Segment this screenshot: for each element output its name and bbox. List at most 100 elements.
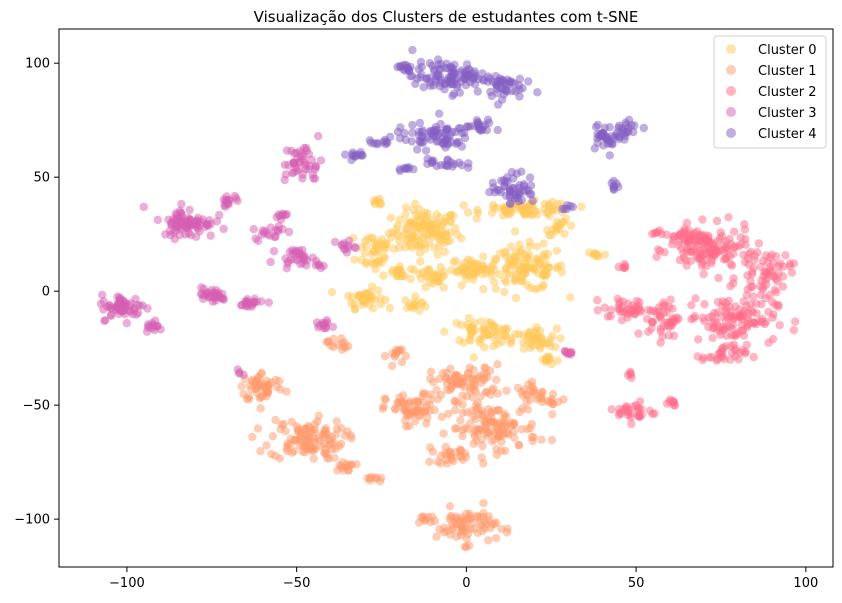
data-point	[566, 201, 575, 211]
chart-title: Visualização dos Clusters de estudantes …	[254, 8, 639, 26]
data-point	[421, 74, 431, 84]
data-point	[462, 122, 472, 131]
data-point	[461, 80, 471, 90]
data-point	[499, 76, 508, 85]
data-point	[488, 520, 497, 529]
data-point	[781, 251, 790, 260]
data-point	[380, 352, 390, 361]
data-point	[405, 397, 415, 406]
data-point	[378, 404, 387, 413]
data-point	[636, 305, 645, 314]
data-point	[543, 249, 553, 259]
data-point	[479, 285, 488, 294]
data-point	[268, 432, 278, 441]
data-point	[261, 387, 270, 396]
data-point	[475, 124, 484, 134]
data-point	[457, 161, 467, 170]
data-point	[446, 385, 455, 394]
data-point	[511, 329, 520, 339]
data-point	[539, 239, 548, 248]
data-point	[295, 165, 304, 174]
data-point	[699, 269, 708, 279]
data-point	[771, 300, 780, 310]
data-point	[197, 283, 206, 292]
data-point	[527, 432, 537, 442]
data-point	[253, 424, 263, 433]
data-point	[319, 323, 328, 333]
data-point	[350, 255, 359, 264]
series-0-points	[327, 194, 610, 369]
data-point	[358, 151, 367, 160]
data-point	[577, 202, 586, 211]
data-point	[477, 521, 486, 530]
data-point	[727, 307, 736, 316]
data-point	[412, 396, 421, 406]
data-point	[329, 342, 338, 352]
data-point	[524, 77, 533, 86]
data-point	[257, 368, 266, 377]
data-point	[791, 317, 800, 326]
data-point	[416, 257, 425, 266]
data-point	[367, 282, 377, 291]
data-point	[331, 430, 341, 439]
data-point	[98, 290, 107, 300]
data-point	[490, 417, 499, 427]
data-point	[267, 449, 276, 459]
data-point	[545, 211, 554, 221]
data-point	[433, 55, 443, 64]
data-point	[219, 195, 229, 204]
data-point	[697, 250, 706, 260]
data-point	[446, 217, 455, 226]
data-point	[470, 431, 480, 441]
data-point	[478, 69, 487, 78]
data-point	[476, 265, 486, 274]
data-point	[656, 324, 665, 333]
data-point	[465, 374, 474, 383]
data-point	[413, 405, 423, 415]
data-point	[687, 315, 696, 324]
data-point	[456, 530, 466, 540]
data-point	[623, 305, 632, 314]
data-point	[411, 297, 420, 306]
data-point	[406, 264, 416, 274]
data-point	[469, 353, 478, 362]
data-point	[340, 431, 350, 440]
data-point	[283, 257, 293, 266]
data-point	[237, 301, 246, 310]
data-point	[756, 262, 766, 271]
data-point	[408, 205, 418, 215]
data-point	[759, 272, 768, 281]
data-point	[179, 220, 189, 230]
data-point	[483, 329, 493, 339]
data-point	[537, 260, 546, 270]
legend-marker	[726, 107, 736, 117]
data-point	[248, 377, 257, 386]
data-point	[411, 223, 420, 232]
data-point	[520, 187, 529, 196]
data-point	[593, 120, 602, 130]
data-point	[560, 229, 569, 239]
data-point	[494, 428, 504, 438]
data-point	[535, 393, 544, 403]
data-point	[464, 529, 473, 539]
data-point	[556, 261, 566, 270]
data-point	[435, 109, 444, 118]
data-point	[436, 451, 445, 461]
data-point	[269, 247, 279, 256]
data-point	[337, 240, 346, 250]
data-point	[552, 324, 562, 333]
data-point	[470, 69, 479, 78]
data-point	[698, 313, 707, 322]
data-point	[156, 325, 165, 334]
data-point	[697, 261, 707, 271]
data-point	[347, 155, 356, 165]
data-point	[420, 389, 429, 398]
data-point	[465, 363, 474, 372]
data-point	[298, 174, 307, 183]
data-point	[477, 378, 486, 387]
data-point	[698, 232, 708, 241]
data-point	[304, 149, 314, 159]
axes-layer: −100 −50 0 50 100 −100 −50 0 50 100	[14, 57, 818, 591]
data-point	[342, 462, 351, 472]
data-point	[413, 74, 422, 83]
